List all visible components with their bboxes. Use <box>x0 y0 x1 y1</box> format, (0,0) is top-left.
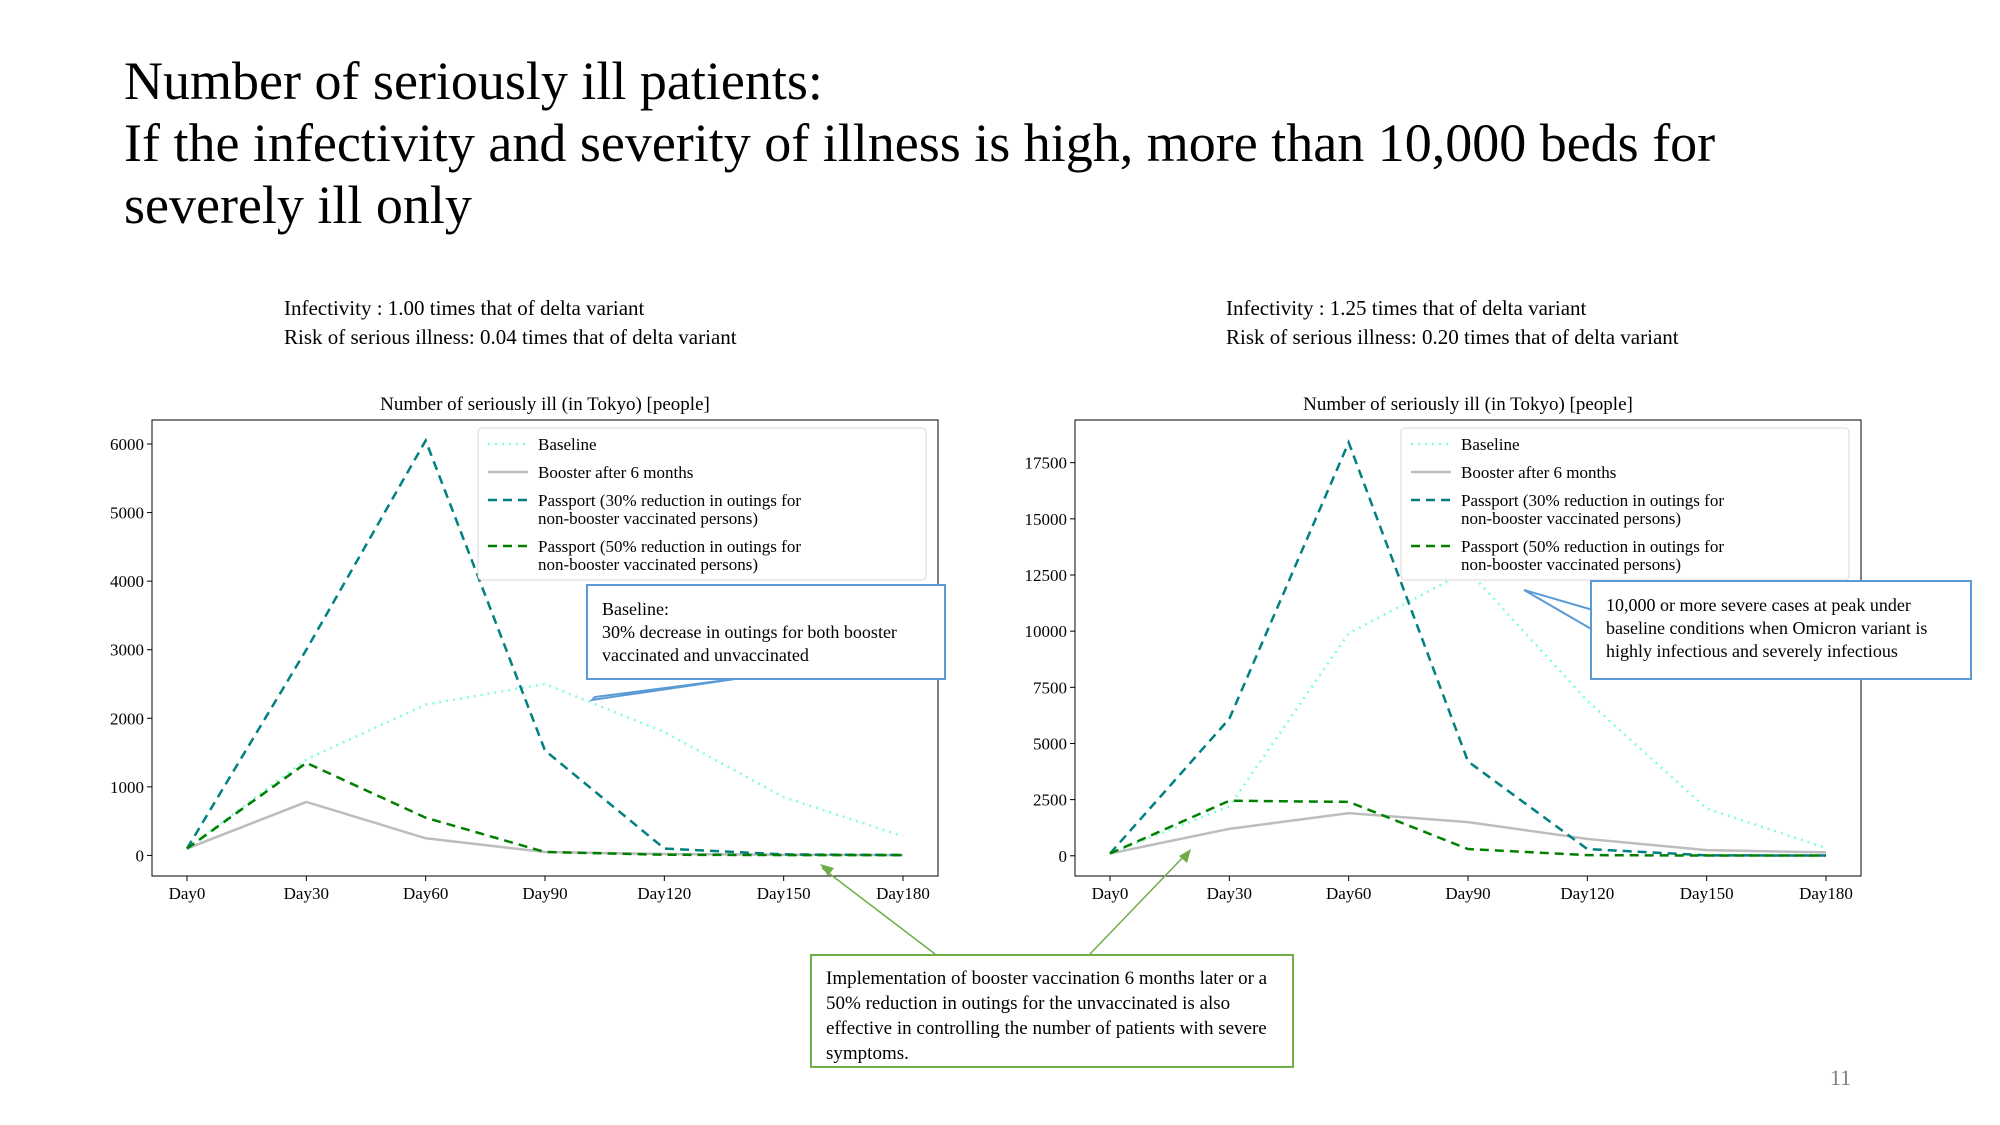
right-severity-text: Risk of serious illness: 0.20 times that… <box>1226 325 1679 349</box>
left-chart: Number of seriously ill (in Tokyo) [peop… <box>110 394 939 903</box>
bottom-effect-callout: Implementation of booster vaccination 6 … <box>810 954 1294 1068</box>
y-tick-label: 7500 <box>1033 678 1067 697</box>
right-scenario-description: Infectivity : 1.25 times that of delta v… <box>1226 294 1679 352</box>
chart-title: Number of seriously ill (in Tokyo) [peop… <box>1303 394 1633 415</box>
series-line <box>1109 799 1826 857</box>
page-number: 11 <box>1830 1065 1852 1090</box>
x-tick-label: Day0 <box>1092 884 1129 903</box>
y-tick-label: 3000 <box>110 641 144 660</box>
x-tick-label: Day30 <box>284 884 329 903</box>
legend-label: Booster after 6 months <box>1461 463 1616 482</box>
legend-label: Baseline <box>1461 435 1520 454</box>
legend-label: Passport (50% reduction in outings for no… <box>538 537 801 574</box>
bottom-callout-arrow-right <box>1089 851 1189 955</box>
legend-label: Baseline <box>538 435 597 454</box>
y-tick-label: 12500 <box>1025 566 1068 585</box>
legend-box <box>477 427 927 581</box>
right-infectivity-text: Infectivity : 1.25 times that of delta v… <box>1226 296 1587 320</box>
right-chart: Number of seriously ill (in Tokyo) [peop… <box>1025 394 1862 903</box>
left-scenario-description: Infectivity : 1.00 times that of delta v… <box>284 294 737 352</box>
legend-label: Booster after 6 months <box>538 463 693 482</box>
x-tick-label: Day60 <box>403 884 448 903</box>
y-tick-label: 0 <box>1059 847 1068 866</box>
x-tick-label: Day0 <box>169 884 206 903</box>
bottom-callout-text: Implementation of booster vaccination 6 … <box>826 968 1268 1064</box>
chart-title: Number of seriously ill (in Tokyo) [peop… <box>380 394 710 415</box>
title-line-2: If the infectivity and severity of illne… <box>124 113 1716 173</box>
legend-label: Passport (50% reduction in outings for no… <box>1461 537 1724 574</box>
y-tick-label: 15000 <box>1025 510 1068 529</box>
y-tick-label: 5000 <box>110 504 144 523</box>
title-line-3: severely ill only <box>124 175 472 235</box>
bottom-callout-arrowhead-left <box>820 864 834 876</box>
y-tick-label: 2500 <box>1033 791 1067 810</box>
bottom-callout-arrow-left <box>821 867 936 955</box>
y-tick-label: 5000 <box>1033 734 1067 753</box>
x-tick-label: Day120 <box>1560 884 1614 903</box>
left-callout-heading: Baseline: <box>602 599 669 619</box>
series-line <box>186 761 903 857</box>
x-tick-label: Day30 <box>1207 884 1252 903</box>
y-tick-label: 10000 <box>1025 622 1068 641</box>
left-callout-pointer <box>589 677 743 702</box>
callout-connectors <box>589 589 1594 955</box>
right-callout-text: 10,000 or more severe cases at peak unde… <box>1606 595 1928 661</box>
legend-label: Passport (30% reduction in outings for no… <box>1461 491 1724 528</box>
x-tick-label: Day90 <box>1445 884 1490 903</box>
y-tick-label: 17500 <box>1025 454 1068 473</box>
y-tick-label: 0 <box>136 846 145 865</box>
slide-title: Number of seriously ill patients: If the… <box>124 50 1944 236</box>
left-severity-text: Risk of serious illness: 0.04 times that… <box>284 325 737 349</box>
title-line-1: Number of seriously ill patients: <box>124 51 823 111</box>
series-line <box>186 800 904 857</box>
y-tick-label: 4000 <box>110 572 144 591</box>
right-peak-callout: 10,000 or more severe cases at peak unde… <box>1590 580 1972 680</box>
x-tick-label: Day60 <box>1326 884 1371 903</box>
y-tick-label: 1000 <box>110 778 144 797</box>
x-tick-label: Day150 <box>1680 884 1734 903</box>
series-line <box>1109 811 1827 855</box>
series-line <box>185 437 904 857</box>
y-tick-label: 2000 <box>110 709 144 728</box>
left-infectivity-text: Infectivity : 1.00 times that of delta v… <box>284 296 645 320</box>
right-callout-pointer <box>1523 589 1594 632</box>
series-line <box>1109 439 1827 857</box>
series-line <box>186 682 904 850</box>
bottom-callout-arrowhead-right <box>1179 849 1191 863</box>
x-tick-label: Day180 <box>1799 884 1853 903</box>
x-tick-label: Day120 <box>637 884 691 903</box>
x-tick-label: Day90 <box>522 884 567 903</box>
left-callout-body: 30% decrease in outings for both booster… <box>602 622 897 665</box>
legend-label: Passport (30% reduction in outings for no… <box>538 491 801 528</box>
x-tick-label: Day150 <box>757 884 811 903</box>
x-tick-label: Day180 <box>876 884 930 903</box>
left-baseline-callout: Baseline: 30% decrease in outings for bo… <box>586 584 946 680</box>
y-tick-label: 6000 <box>110 435 144 454</box>
